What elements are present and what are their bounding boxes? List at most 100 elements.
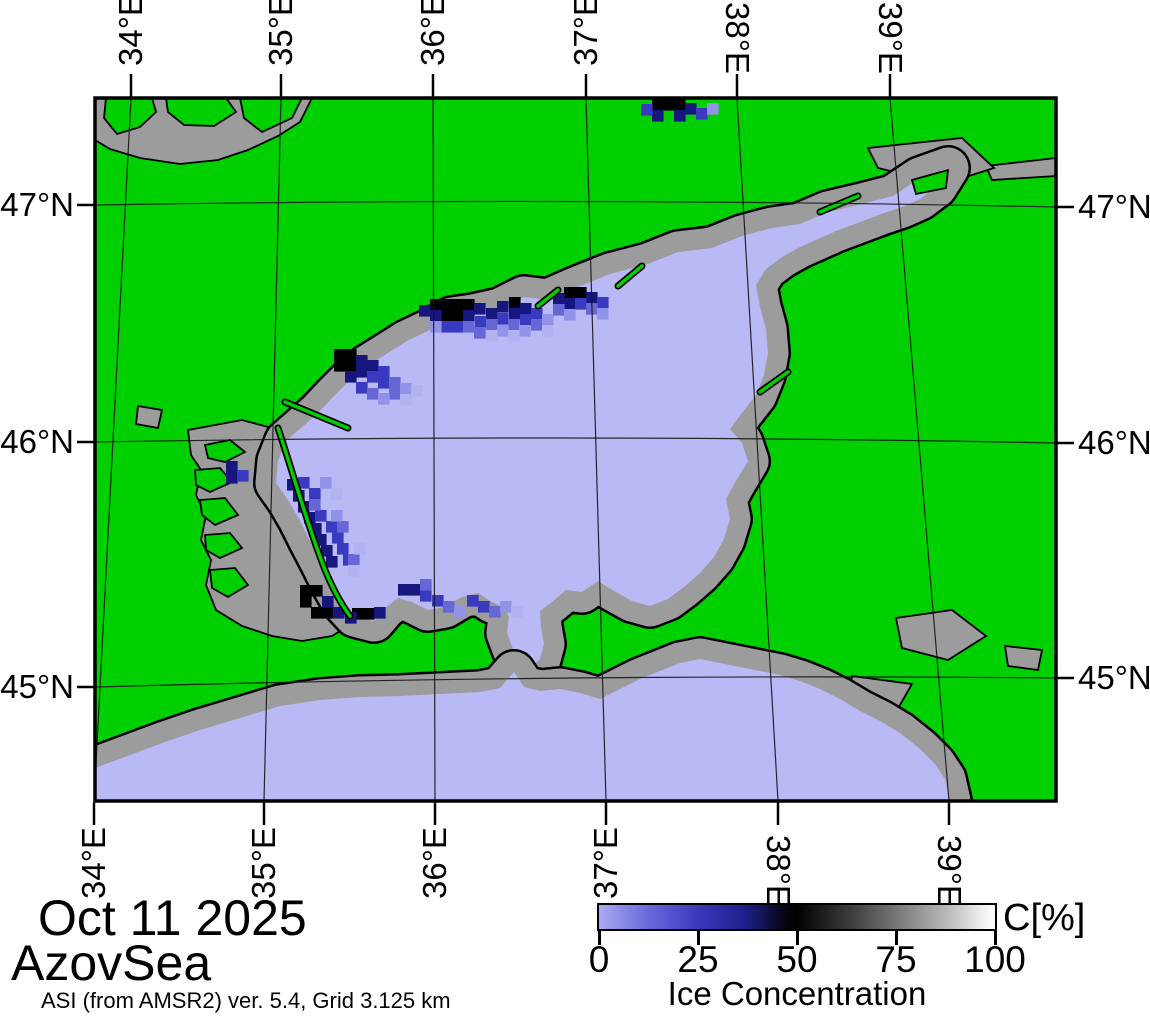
land-islet	[209, 567, 250, 599]
axis-label-left: 47°N	[0, 186, 74, 223]
ice-cell	[298, 477, 310, 489]
azov-sea-water	[276, 168, 948, 667]
map-date: Oct 11 2025	[38, 890, 307, 946]
ice-cell	[309, 488, 321, 500]
ice-cell	[345, 371, 357, 383]
ice-cell	[685, 103, 697, 115]
ice-cell	[452, 299, 464, 311]
ice-cell	[520, 314, 532, 326]
black-sea-water	[95, 659, 950, 801]
map-layers	[95, 98, 1056, 801]
coast-buffer-patch	[135, 404, 164, 430]
ice-cell	[452, 321, 464, 333]
ice-cell	[226, 472, 238, 484]
axis-label-right: 45°N	[1078, 659, 1150, 696]
ice-cell	[441, 310, 453, 322]
ice-cell	[315, 534, 327, 546]
ice-cell	[564, 298, 576, 310]
ice-cell	[475, 316, 487, 328]
ice-cell	[398, 584, 410, 596]
ice-cell	[367, 360, 379, 372]
ice-cell	[542, 314, 554, 326]
land-islet	[165, 98, 238, 127]
axis-label-bottom: 39°E	[931, 835, 968, 907]
ice-cell	[452, 310, 464, 322]
map-frame	[93, 96, 1058, 803]
ice-cell	[345, 349, 357, 361]
ice-cell	[322, 607, 334, 619]
ice-cell	[331, 510, 343, 522]
land-islet	[204, 532, 244, 560]
axis-labels: 34°E 35°E 36°E 37°E 38°E 39°E 34°E 35°E 36°E 37°E…	[0, 0, 1150, 907]
ice-cell	[575, 287, 587, 299]
ice-cell	[531, 308, 543, 320]
ice-cell	[420, 590, 432, 602]
ice-cell	[696, 108, 708, 120]
axis-label-left: 46°N	[0, 423, 74, 460]
ice-cell	[519, 325, 531, 337]
ice-cell	[564, 309, 576, 321]
land-islet	[194, 467, 234, 493]
axis-label-bottom: 34°E	[75, 827, 112, 899]
ice-cell	[463, 310, 475, 322]
ice-cell	[663, 99, 675, 111]
ice-cell	[352, 608, 364, 620]
land-islet	[910, 168, 950, 196]
parallel-line	[95, 437, 1056, 444]
ice-cell	[320, 477, 332, 489]
land-islet	[198, 497, 240, 527]
ice-cell	[348, 565, 360, 577]
axis-ticks	[77, 74, 1074, 825]
meridian-line	[263, 98, 282, 801]
ice-cell	[441, 321, 453, 333]
axis-label-right: 46°N	[1078, 424, 1150, 461]
ice-cell	[497, 301, 509, 313]
coast-buffer-patch	[1003, 644, 1044, 672]
ice-cell	[443, 601, 455, 613]
parallel-line	[95, 676, 1056, 688]
ice-cell	[486, 330, 498, 342]
parallel-line	[95, 200, 1056, 208]
ice-cell	[311, 585, 323, 597]
ice-cell	[356, 355, 368, 367]
ice-cell	[367, 388, 379, 400]
ice-cell	[334, 349, 346, 361]
ice-cell	[374, 607, 386, 619]
spit-land	[536, 288, 560, 308]
meridian-line	[432, 98, 436, 801]
ice-cell	[497, 313, 509, 325]
axis-label-left: 45°N	[0, 668, 74, 705]
ice-cell	[300, 596, 312, 608]
ice-cell	[674, 110, 686, 122]
ice-cell	[597, 308, 609, 320]
ice-cell	[508, 330, 520, 342]
ice-cell	[400, 394, 412, 406]
ice-cell	[311, 607, 323, 619]
colorbar-tick	[795, 931, 799, 945]
ice-cell	[326, 556, 338, 568]
ice-cell	[486, 319, 498, 331]
ice-cell	[409, 584, 421, 596]
ice-cell	[652, 110, 664, 122]
colorbar-tick-label: 100	[964, 939, 1026, 980]
ice-cell	[508, 319, 520, 331]
colorbar-tick	[597, 931, 601, 945]
axis-label-top: 36°E	[414, 0, 451, 66]
colorbar-tick-label: 50	[776, 939, 818, 980]
ice-cell	[237, 470, 249, 482]
axis-label-top: 37°E	[567, 0, 604, 66]
ice-cell	[345, 360, 357, 372]
ice-cell	[356, 382, 368, 394]
ice-cell	[531, 319, 543, 331]
ice-cell	[389, 388, 401, 400]
spit-land	[283, 400, 350, 430]
coast-buffer-patch	[894, 609, 988, 661]
axis-label-bottom: 38°E	[760, 835, 797, 907]
ice-cell	[322, 596, 334, 608]
ice-cell	[378, 393, 390, 405]
ice-cell	[497, 325, 509, 337]
ice-cell	[337, 521, 349, 533]
ice-cell	[419, 305, 431, 317]
ice-cell	[474, 327, 486, 339]
meridian-line	[585, 98, 607, 801]
